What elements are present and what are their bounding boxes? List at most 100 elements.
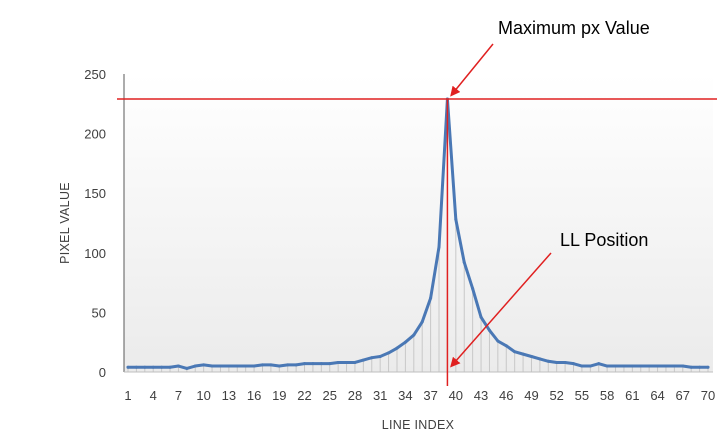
data-point — [630, 364, 634, 368]
data-point — [277, 364, 281, 368]
data-point — [176, 364, 180, 368]
max-value-arrow — [450, 43, 494, 97]
data-point — [437, 245, 441, 249]
x-tick-label: 43 — [474, 388, 488, 403]
annotation-max-px-value: Maximum px Value — [498, 18, 650, 38]
data-point — [698, 365, 702, 369]
x-tick-label: 52 — [549, 388, 563, 403]
data-point — [563, 360, 567, 364]
x-tick-label: 31 — [373, 388, 387, 403]
annotation-ll-position: LL Position — [560, 230, 648, 250]
x-tick-label: 64 — [650, 388, 664, 403]
data-point — [656, 364, 660, 368]
data-point — [143, 365, 147, 369]
data-point — [664, 364, 668, 368]
data-point — [353, 360, 357, 364]
data-point — [597, 362, 601, 366]
data-point — [429, 296, 433, 300]
y-tick-label: 150 — [84, 186, 106, 201]
data-point — [513, 350, 517, 354]
x-tick-label: 19 — [272, 388, 286, 403]
data-point — [227, 364, 231, 368]
data-point — [193, 364, 197, 368]
data-point — [614, 364, 618, 368]
data-point — [689, 365, 693, 369]
data-point — [160, 365, 164, 369]
data-point — [311, 362, 315, 366]
x-tick-label: 16 — [247, 388, 261, 403]
data-point — [580, 364, 584, 368]
data-point — [126, 365, 130, 369]
x-tick-label: 37 — [423, 388, 437, 403]
data-point — [622, 364, 626, 368]
data-point — [555, 360, 559, 364]
data-point — [168, 365, 172, 369]
data-point — [538, 357, 542, 361]
data-point — [454, 217, 458, 221]
data-point — [303, 362, 307, 366]
y-axis-ticks: 0 50 100 150 200 250 — [84, 67, 106, 380]
data-point — [521, 352, 525, 356]
y-tick-label: 50 — [92, 305, 106, 320]
x-axis-title: LINE INDEX — [382, 418, 455, 432]
x-tick-label: 61 — [625, 388, 639, 403]
x-tick-label: 70 — [701, 388, 715, 403]
data-point — [487, 328, 491, 332]
data-point — [210, 364, 214, 368]
x-tick-label: 4 — [150, 388, 157, 403]
x-tick-label: 10 — [196, 388, 210, 403]
data-point — [672, 364, 676, 368]
x-tick-label: 22 — [297, 388, 311, 403]
y-tick-label: 100 — [84, 246, 106, 261]
x-tick-label: 1 — [124, 388, 131, 403]
data-point — [462, 260, 466, 264]
data-point — [134, 365, 138, 369]
data-point — [328, 362, 332, 366]
data-point — [504, 344, 508, 348]
y-axis-title: PIXEL VALUE — [58, 182, 72, 264]
data-point — [412, 333, 416, 337]
data-point — [378, 355, 382, 359]
data-point — [529, 355, 533, 359]
x-tick-label: 40 — [449, 388, 463, 403]
x-tick-label: 13 — [222, 388, 236, 403]
data-point — [479, 315, 483, 319]
x-tick-label: 49 — [524, 388, 538, 403]
y-tick-label: 200 — [84, 127, 106, 142]
data-point — [252, 364, 256, 368]
data-point — [151, 365, 155, 369]
data-point — [588, 364, 592, 368]
data-point — [706, 365, 710, 369]
data-point — [639, 364, 643, 368]
data-point — [202, 363, 206, 367]
data-point — [294, 363, 298, 367]
data-point — [395, 346, 399, 350]
data-point — [185, 366, 189, 370]
data-point — [546, 359, 550, 363]
y-tick-label: 250 — [84, 67, 106, 82]
x-tick-label: 34 — [398, 388, 412, 403]
x-tick-label: 7 — [175, 388, 182, 403]
data-point — [370, 356, 374, 360]
data-point — [244, 364, 248, 368]
x-tick-label: 58 — [600, 388, 614, 403]
data-point — [269, 363, 273, 367]
data-point — [420, 320, 424, 324]
x-tick-label: 25 — [323, 388, 337, 403]
data-point — [681, 364, 685, 368]
data-point — [471, 287, 475, 291]
data-point — [218, 364, 222, 368]
data-point — [403, 340, 407, 344]
plot-area-background — [124, 74, 713, 372]
data-point — [572, 362, 576, 366]
data-point — [286, 363, 290, 367]
data-point — [319, 362, 323, 366]
data-point — [496, 339, 500, 343]
x-tick-label: 28 — [348, 388, 362, 403]
data-point — [605, 364, 609, 368]
data-point — [336, 360, 340, 364]
series-line — [126, 97, 710, 370]
data-point — [387, 351, 391, 355]
x-tick-label: 67 — [676, 388, 690, 403]
